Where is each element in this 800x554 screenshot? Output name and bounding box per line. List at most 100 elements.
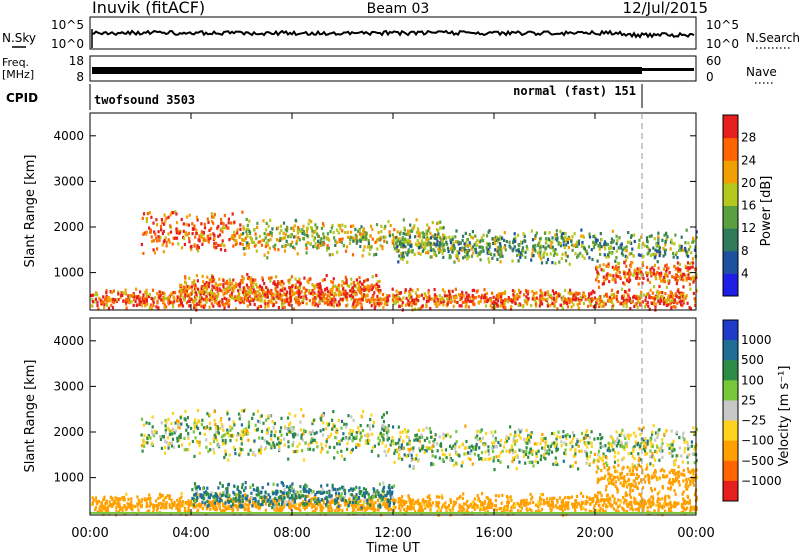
- scatter-cell: [657, 231, 660, 235]
- scatter-cell: [104, 510, 107, 514]
- scatter-cell: [400, 252, 403, 256]
- scatter-cell: [241, 482, 244, 487]
- scatter-cell: [540, 261, 544, 265]
- scatter-cell: [243, 289, 246, 293]
- scatter-cell: [157, 496, 160, 500]
- scatter-cell: [435, 295, 438, 299]
- scatter-cell: [263, 299, 266, 303]
- scatter-cell: [674, 233, 677, 237]
- scatter-cell: [461, 248, 464, 252]
- scatter-cell: [379, 235, 382, 240]
- scatter-cell: [151, 288, 155, 292]
- scatter-cell: [674, 292, 677, 296]
- scatter-cell: [124, 292, 128, 296]
- scatter-cell: [242, 247, 245, 251]
- scatter-cell: [525, 507, 528, 511]
- freq-tick-bottom-right: 0: [706, 70, 714, 84]
- scatter-cell: [247, 509, 250, 513]
- scatter-cell: [193, 299, 196, 303]
- scatter-cell: [433, 299, 436, 303]
- scatter-cell: [410, 304, 413, 308]
- scatter-cell: [308, 299, 311, 303]
- scatter-cell: [551, 496, 554, 500]
- scatter-cell: [270, 300, 273, 304]
- scatter-cell: [244, 236, 247, 240]
- scatter-cell: [688, 267, 691, 271]
- y-tick-label: 1000: [53, 266, 84, 280]
- scatter-cell: [581, 254, 584, 258]
- scatter-cell: [183, 509, 186, 513]
- scatter-cell: [575, 494, 579, 498]
- scatter-cell: [427, 291, 430, 295]
- scatter-cell: [243, 295, 246, 299]
- scatter-cell: [302, 229, 305, 234]
- scatter-cell: [436, 243, 439, 247]
- scatter-cell: [469, 243, 472, 247]
- scatter-cell: [543, 231, 547, 235]
- scatter-cell: [106, 509, 110, 513]
- scatter-cell: [317, 503, 320, 507]
- scatter-cell: [103, 298, 106, 302]
- scatter-cell: [560, 234, 563, 238]
- scatter-cell: [247, 242, 250, 246]
- scatter-cell: [402, 244, 405, 248]
- scatter-cell: [592, 506, 596, 510]
- scatter-cell: [610, 504, 613, 508]
- scatter-cell: [212, 304, 215, 308]
- scatter-cell: [452, 246, 455, 251]
- scatter-cell: [250, 297, 253, 301]
- scatter-cell: [530, 258, 533, 262]
- colorbar-swatch: [723, 160, 738, 184]
- scatter-cell: [507, 512, 510, 516]
- scatter-cell: [145, 502, 148, 506]
- scatter-cell: [544, 291, 547, 295]
- scatter-cell: [321, 278, 324, 282]
- scatter-cell: [585, 495, 589, 499]
- scatter-cell: [409, 300, 412, 305]
- scatter-cell: [246, 296, 249, 300]
- scatter-cell: [428, 226, 431, 230]
- scatter-cell: [599, 507, 602, 511]
- scatter-cell: [498, 252, 501, 256]
- scatter-cell: [376, 302, 379, 306]
- scatter-cell: [279, 297, 282, 301]
- scatter-cell: [119, 507, 122, 512]
- scatter-cell: [312, 284, 315, 288]
- scatter-cell: [123, 498, 126, 502]
- scatter-cell: [664, 292, 667, 296]
- scatter-cell: [636, 305, 639, 309]
- scatter-cell: [328, 303, 331, 307]
- scatter-cell: [209, 289, 213, 293]
- scatter-cell: [654, 255, 657, 259]
- scatter-cell: [531, 495, 534, 499]
- scatter-cell: [175, 212, 178, 216]
- scatter-cell: [590, 497, 593, 501]
- scatter-cell: [288, 286, 291, 290]
- scatter-cell: [678, 295, 681, 299]
- scatter-cell: [664, 239, 667, 244]
- scatter-cell: [329, 301, 332, 305]
- scatter-cell: [659, 504, 662, 508]
- scatter-cell: [691, 240, 694, 244]
- scatter-cell: [142, 212, 146, 216]
- scatter-cell: [251, 483, 255, 487]
- scatter-cell: [320, 504, 323, 508]
- scatter-cell: [640, 291, 643, 295]
- scatter-cell: [619, 276, 622, 281]
- scatter-cell: [211, 500, 214, 504]
- scatter-cell: [673, 501, 676, 505]
- scatter-cell: [658, 250, 661, 254]
- scatter-cell: [302, 286, 305, 290]
- scatter-cell: [503, 231, 506, 235]
- scatter-cell: [212, 221, 215, 225]
- scatter-cell: [172, 291, 175, 295]
- scatter-cell: [598, 303, 601, 307]
- scatter-cell: [564, 251, 567, 255]
- scatter-cell: [353, 284, 356, 288]
- scatter-cell: [172, 211, 175, 215]
- scatter-cell: [550, 296, 553, 300]
- scatter-cell: [372, 503, 375, 507]
- scatter-cell: [311, 234, 314, 238]
- scatter-cell: [232, 244, 235, 248]
- scatter-cell: [536, 251, 540, 255]
